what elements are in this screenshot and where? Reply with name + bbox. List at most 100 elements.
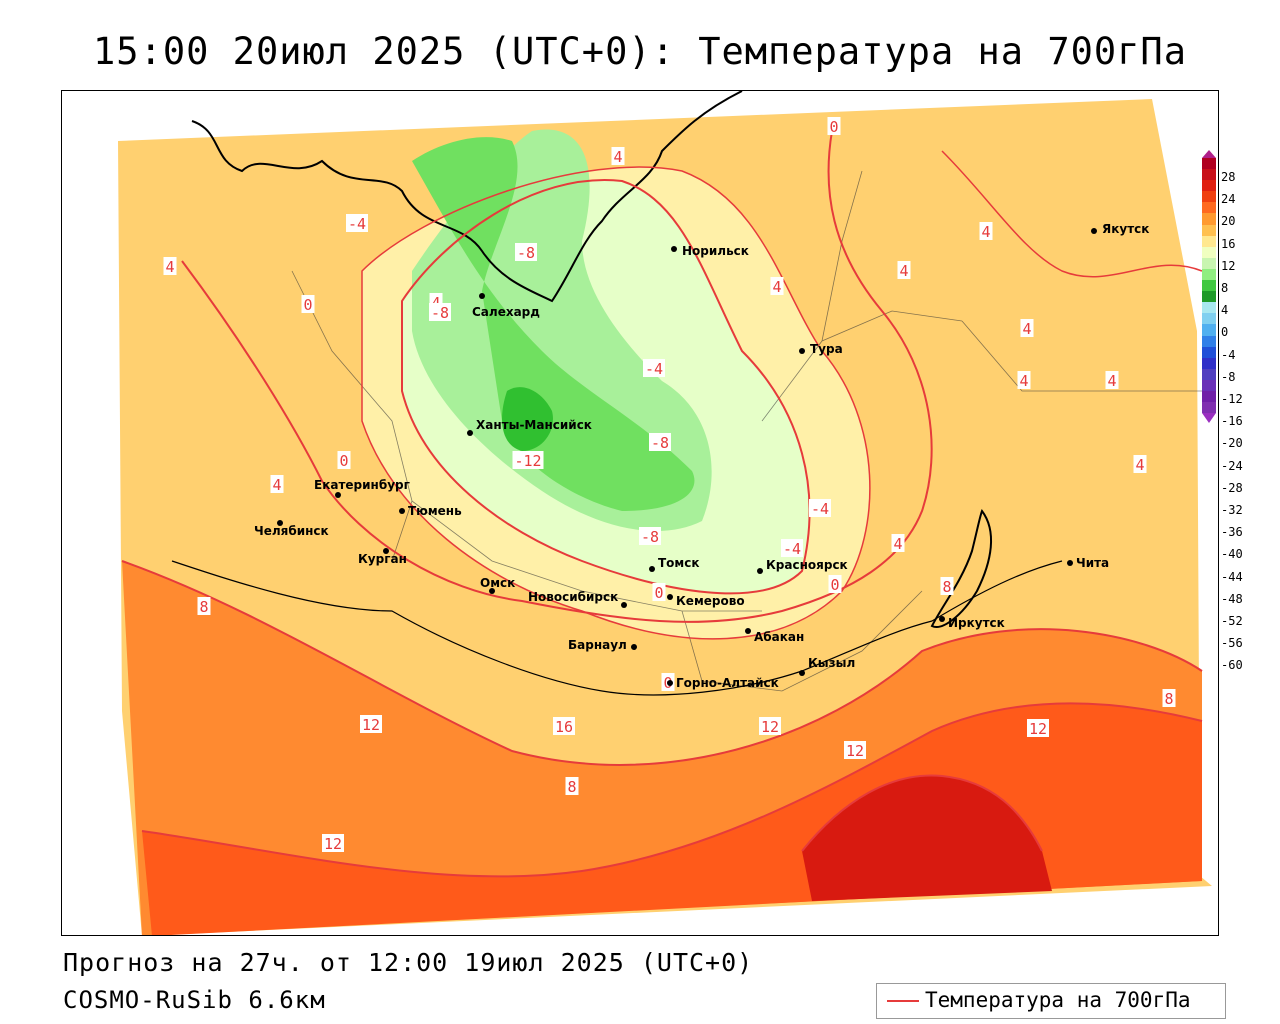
contour-label: 4 xyxy=(165,258,174,276)
contour-label: 4 xyxy=(981,223,990,241)
city-dot xyxy=(467,430,473,436)
contour-label-bg xyxy=(553,717,575,735)
colorbar-tick-label: -40 xyxy=(1221,547,1243,562)
city-label: Кызыл xyxy=(808,656,855,670)
city-dot xyxy=(277,520,283,526)
city-dot xyxy=(649,566,655,572)
colorbar-segment xyxy=(1202,379,1216,391)
city-dot xyxy=(745,628,751,634)
contour-label-bg xyxy=(643,359,665,377)
contour-label-bg xyxy=(301,295,315,313)
contour-label: 8 xyxy=(1164,690,1173,708)
colorbar xyxy=(1202,158,1216,414)
contour-label: -4 xyxy=(348,215,366,233)
warm-zone-16 xyxy=(802,775,1052,901)
city-dot xyxy=(631,644,637,650)
contour-label: -4 xyxy=(645,360,663,378)
colorbar-segment xyxy=(1202,313,1216,325)
colorbar-tick-label: -44 xyxy=(1221,569,1243,584)
contour-label: 12 xyxy=(761,718,779,736)
contour-label-bg xyxy=(515,243,537,261)
isotherm xyxy=(361,166,871,640)
contour-label: 12 xyxy=(324,835,342,853)
colorbar-segment xyxy=(1202,180,1216,192)
colorbar-segment xyxy=(1202,268,1216,281)
city-label: Кемерово xyxy=(676,594,745,608)
region-borders xyxy=(291,170,1202,692)
colorbar-tick-label: 0 xyxy=(1221,325,1229,340)
city-dot xyxy=(667,680,673,686)
colorbar-segment xyxy=(1202,169,1216,181)
contour-labels: 0 4 -4 4 0 4 -8 -8 -4 -12 -8 -8 0 4 -4 0 4 0 8 8 12 16 12 12 12 8… xyxy=(163,117,1176,853)
colorbar-segment xyxy=(1202,335,1216,347)
contour-label: -8 xyxy=(641,528,659,546)
isotherm xyxy=(181,130,933,623)
colorbar-tick-label: -12 xyxy=(1221,392,1243,406)
colorbar-tick-label: -56 xyxy=(1221,636,1243,651)
isotherm xyxy=(941,150,1203,278)
contour-label-bg xyxy=(1162,689,1176,707)
city-label: Иркутск xyxy=(948,616,1005,630)
contour-label-bg xyxy=(197,597,211,615)
colorbar-segment xyxy=(1202,246,1216,258)
contour-label-bg xyxy=(1027,719,1049,737)
colorbar-segment xyxy=(1202,357,1216,369)
country-border xyxy=(171,560,1063,696)
contour-label: 4 xyxy=(772,278,781,296)
city-label: Горно-Алтайск xyxy=(676,676,779,690)
city-label: Барнаул xyxy=(568,638,627,652)
colorbar-tick-label: -20 xyxy=(1221,436,1243,451)
contour-label: -12 xyxy=(514,452,541,470)
contour-label: -4 xyxy=(783,540,801,558)
contour-label-bg xyxy=(611,147,625,165)
city-dot xyxy=(799,670,805,676)
contour-label: 16 xyxy=(555,718,573,736)
temperature-map: 0 4 -4 4 0 4 -8 -8 -4 -12 -8 -8 0 4 -4 0 4 0 8 8 12 16 12 12 12 8… xyxy=(118,91,1212,935)
contour-label-bg xyxy=(1105,371,1119,389)
colorbar-segment xyxy=(1202,324,1216,336)
forecast-info: Прогноз на 27ч. от 12:00 19июл 2025 (UTC… xyxy=(63,948,754,977)
city-label: Курган xyxy=(358,552,407,566)
colorbar-tick-label: -48 xyxy=(1221,591,1243,606)
city-dot xyxy=(489,588,495,594)
colorbar-segment xyxy=(1202,302,1216,314)
colorbar-segment xyxy=(1202,158,1216,170)
legend-line-swatch xyxy=(887,1000,919,1002)
city-label: Тура xyxy=(810,342,843,356)
contour-label-bg xyxy=(270,475,284,493)
isotherm xyxy=(141,702,1203,878)
contour-label-bg xyxy=(809,499,831,517)
city-dot xyxy=(621,602,627,608)
contour-label-bg xyxy=(828,575,842,593)
isotherm xyxy=(401,179,811,595)
colorbar-segment xyxy=(1202,213,1216,225)
colorbar-segment xyxy=(1202,346,1216,358)
contour-label-bg xyxy=(759,717,781,735)
city-label: Красноярск xyxy=(766,558,848,572)
city-label: Новосибирск xyxy=(528,590,618,604)
contour-label-bg xyxy=(337,451,351,469)
contour-label: 4 xyxy=(1107,372,1116,390)
city-dot xyxy=(335,492,341,498)
contour-label: -4 xyxy=(811,500,829,518)
contour-label: 4 xyxy=(272,476,281,494)
city-dot xyxy=(399,508,405,514)
contour-label: 12 xyxy=(1029,720,1047,738)
contour-label: 8 xyxy=(199,598,208,616)
lake-baikal xyxy=(930,508,993,628)
cool-zone-minus16 xyxy=(502,387,553,451)
city-label: Тюмень xyxy=(408,504,462,518)
colorbar-segment xyxy=(1202,191,1216,203)
contour-label: -8 xyxy=(517,244,535,262)
contour-label-bg xyxy=(652,583,666,601)
contour-label: 0 xyxy=(654,584,663,602)
contour-label: 8 xyxy=(567,778,576,796)
colorbar-tick-label: -32 xyxy=(1221,503,1243,517)
legend-label: Температура на 700гПа xyxy=(925,988,1191,1012)
contour-label-bg xyxy=(844,741,866,759)
contour-label: 4 xyxy=(893,535,902,553)
legend: Температура на 700гПа xyxy=(876,983,1226,1019)
city-label: Чита xyxy=(1076,556,1109,570)
colorbar-tick-label: 28 xyxy=(1221,170,1236,184)
city-label: Томск xyxy=(658,556,700,570)
